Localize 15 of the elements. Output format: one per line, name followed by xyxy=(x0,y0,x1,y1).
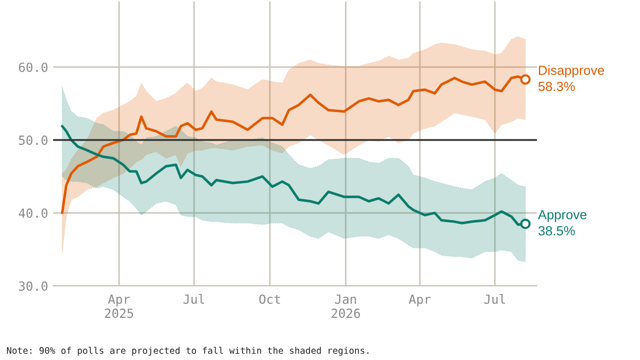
series-label: Disapprove xyxy=(539,65,604,78)
x-tick-label: Jul xyxy=(484,294,505,304)
y-tick-label: 30.0 xyxy=(18,281,48,291)
x-tick-label: Apr 2025 xyxy=(104,294,134,318)
text: Note: 90% of polls are projected to fall within the shaded regions. xyxy=(7,346,368,356)
x-tick-label: Apr xyxy=(408,294,431,306)
data-label: 58.3% xyxy=(538,82,575,92)
y-tick-label: 50.0 xyxy=(19,136,48,145)
series-label: Approve xyxy=(538,210,586,222)
y-tick-label: 60.0 xyxy=(18,62,48,72)
x-tick-label: Jul xyxy=(183,294,204,304)
data-label: 38.5% xyxy=(538,226,575,236)
y-tick-label: 40.0 xyxy=(18,208,48,218)
x-tick-label: Oct xyxy=(259,294,280,304)
x-tick-label: Jan 2026 xyxy=(332,294,360,318)
